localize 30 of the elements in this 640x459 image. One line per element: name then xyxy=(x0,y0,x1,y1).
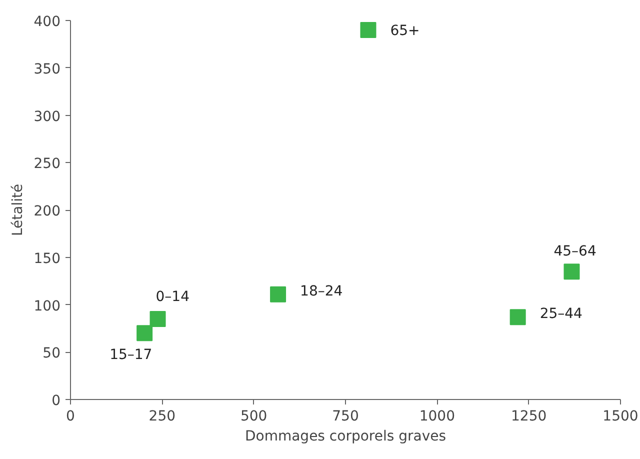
x-axis-title: Dommages corporels graves xyxy=(244,428,446,444)
annotation: 45–64 xyxy=(554,244,596,260)
annotation: 25–44 xyxy=(540,306,583,322)
y-tick-label: 50 xyxy=(42,346,61,362)
x-tick-label: 250 xyxy=(148,408,176,424)
annotation: 65+ xyxy=(390,22,420,39)
y-tick-label: 350 xyxy=(34,61,61,78)
x-tick-label: 1250 xyxy=(511,408,547,424)
y-tick-label: 400 xyxy=(34,14,61,30)
x-tick-label: 500 xyxy=(240,408,268,424)
x-tick-label: 1500 xyxy=(602,408,638,424)
x-tick-label: 750 xyxy=(332,408,359,424)
y-tick-label: 150 xyxy=(34,250,61,267)
point xyxy=(150,310,166,327)
annotation: 18–24 xyxy=(300,283,343,300)
point xyxy=(136,325,153,342)
y-tick-label: 250 xyxy=(34,156,61,172)
point xyxy=(510,309,526,326)
y-tick-label: 200 xyxy=(34,204,61,220)
y-axis-title: Létalité xyxy=(10,184,26,236)
y-tick-label: 0 xyxy=(52,393,61,409)
annotation: 15–17 xyxy=(110,347,152,364)
y-tick-label: 100 xyxy=(34,298,61,314)
point xyxy=(564,264,580,280)
point xyxy=(270,286,286,302)
x-tick-label: 0 xyxy=(66,408,75,424)
x-tick-label: 1000 xyxy=(419,408,455,424)
y-tick-label: 300 xyxy=(34,108,61,125)
point xyxy=(360,22,376,38)
annotation: 0–14 xyxy=(156,288,190,305)
